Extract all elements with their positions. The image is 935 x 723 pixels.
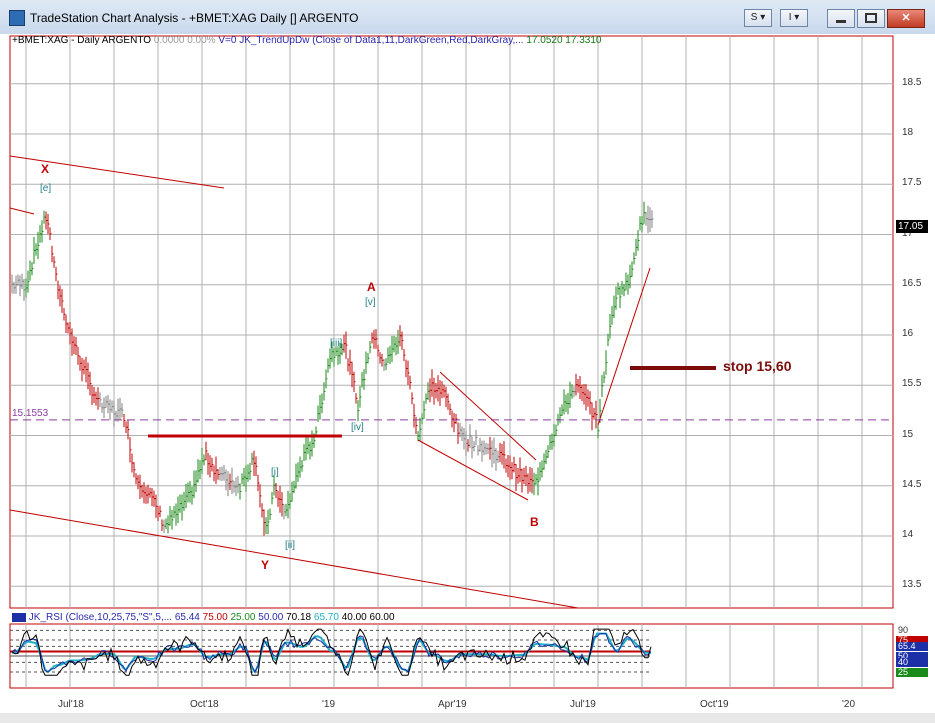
indicator-value-1: 17.0520: [526, 35, 563, 46]
stop-label: stop 15,60: [723, 358, 792, 374]
lower-channel-line: [9, 509, 579, 609]
rsi-header: JK_RSI (Close,10,25,75,"S",5,... 65.44 7…: [12, 612, 395, 623]
indicator-menu-button[interactable]: I ▾: [780, 9, 808, 27]
minimize-button[interactable]: [827, 9, 855, 28]
price-tick-label: 14: [902, 529, 914, 540]
price-tick-label: 16: [902, 328, 914, 339]
wave-iv-label: [iv]: [351, 422, 364, 433]
wave-x-label: X: [41, 162, 50, 176]
price-tick-label: 15.5: [902, 378, 922, 390]
price-chart[interactable]: [0, 34, 935, 723]
chart-header: +BMET:XAG - Daily ARGENTO 0.0000 0.00% V…: [12, 35, 601, 46]
wave-iii-label: [iii]: [330, 338, 343, 349]
price-tick-label: 17: [902, 227, 914, 239]
indicator-value-2: 17.3310: [565, 35, 602, 46]
maximize-button[interactable]: [857, 9, 885, 28]
rsi-value-5: 70.18: [286, 612, 312, 623]
rsi-icon: [12, 612, 26, 622]
time-tick-label: '19: [322, 699, 336, 710]
wave-y-label: Y: [261, 558, 270, 572]
wave-ii-label: [ii]: [285, 540, 295, 551]
price-tick-label: 18: [902, 127, 914, 138]
price-tick-label: 17.5: [902, 177, 922, 189]
wave-b-label: B: [530, 515, 539, 529]
rsi-value-7: 40.00: [341, 612, 367, 623]
uptrend-line: [597, 267, 651, 426]
wave-e-label: [e]: [40, 183, 52, 194]
rsi-tick-label: 25: [896, 668, 928, 677]
price-tick-label: 18.5: [902, 76, 922, 88]
upper-channel-line: [9, 155, 225, 189]
upper-channel-line-short: [9, 207, 35, 215]
flag-lower-line: [417, 439, 529, 501]
rsi-tick-label: 75: [896, 636, 928, 645]
minimize-icon: [836, 20, 846, 23]
price-tick-label: 14.5: [902, 478, 922, 490]
wave-i-label: [i]: [271, 467, 279, 478]
rsi-value-2: 75.00: [202, 612, 228, 623]
rsi-line: [11, 628, 652, 677]
rsi-signal-line: [12, 632, 651, 674]
rsi-value-1: 65.44: [174, 612, 200, 623]
close-button[interactable]: ✕: [887, 9, 925, 28]
time-tick-label: Apr'19: [438, 699, 467, 710]
rsi-value-4: 50.00: [258, 612, 284, 623]
time-tick-label: Jul'19: [570, 699, 596, 710]
time-tick-label: Oct'19: [700, 699, 729, 710]
rsi-average-line: [11, 633, 652, 674]
flag-upper-line: [439, 371, 537, 461]
volume: V=0: [218, 35, 237, 46]
wave-a-label: A: [367, 280, 376, 294]
rsi-value-8: 60.00: [369, 612, 395, 623]
indicator-label: JK_TrendUpDw (Close of Data1,11,DarkGree…: [239, 35, 524, 46]
time-tick-label: Oct'18: [190, 699, 219, 710]
rsi-tick-label: 50: [896, 652, 928, 661]
hline-price-label: 15.1553: [12, 408, 49, 419]
symbol-label: +BMET:XAG - Daily: [12, 35, 100, 46]
app-icon: [9, 10, 25, 26]
time-tick-label: Jul'18: [58, 699, 84, 710]
rsi-value-3: 25.00: [230, 612, 256, 623]
horizontal-scrollbar[interactable]: [0, 713, 935, 723]
rsi-tick-label: 65.4: [896, 642, 928, 652]
wave-v-label: [v]: [365, 297, 376, 308]
price-tick-label: 16.5: [902, 277, 922, 289]
symbol-menu-button[interactable]: S ▾: [744, 9, 772, 27]
rsi-value-6: 65.70: [313, 612, 339, 623]
chart-area[interactable]: [0, 34, 935, 723]
last-price-marker: 17.05: [896, 220, 928, 233]
rsi-tick-label: 90: [896, 626, 928, 636]
time-tick-label: '20: [842, 699, 856, 710]
title-bar: TradeStation Chart Analysis - +BMET:XAG …: [0, 0, 935, 35]
price-tick-label: 13.5: [902, 579, 922, 591]
net-change: 0.0000: [153, 35, 185, 46]
pct-change: 0.00%: [187, 35, 216, 46]
rsi-tick-label: 40: [896, 658, 928, 668]
window-title: TradeStation Chart Analysis - +BMET:XAG …: [30, 11, 359, 25]
price-tick-label: 15: [902, 428, 914, 440]
symbol-name: ARGENTO: [101, 35, 152, 46]
rsi-label: JK_RSI (Close,10,25,75,"S",5,...: [28, 612, 173, 623]
maximize-icon: [865, 13, 877, 23]
